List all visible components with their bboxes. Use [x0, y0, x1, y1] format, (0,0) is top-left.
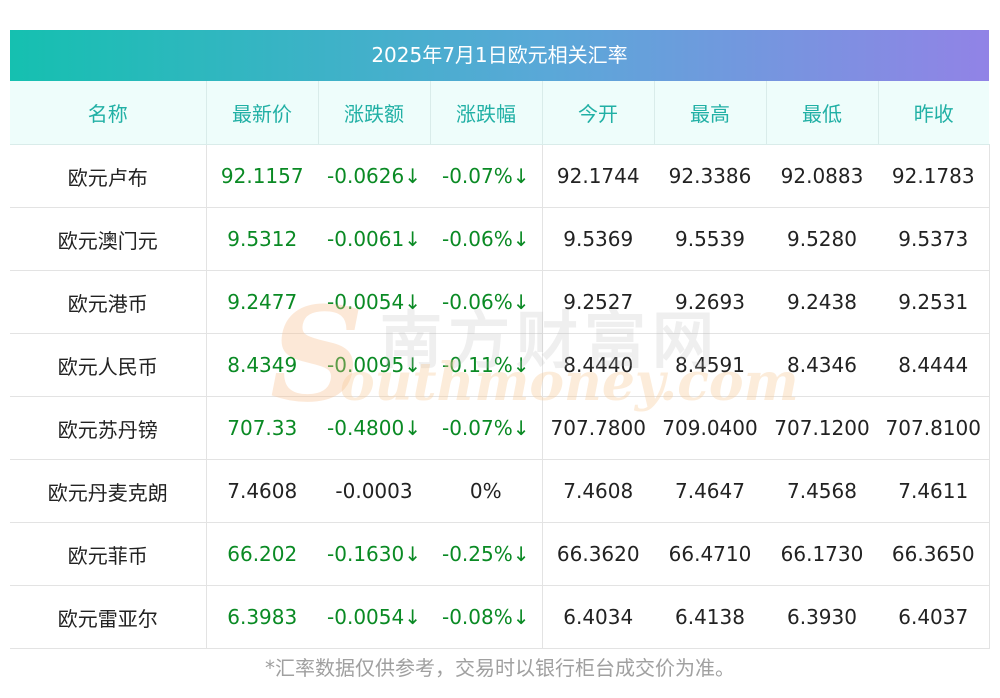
cell-name: 欧元雷亚尔 — [10, 585, 207, 649]
cell-open: 9.5369 — [542, 207, 654, 271]
cell-low: 9.2438 — [766, 270, 878, 334]
cell-prev: 7.4611 — [878, 459, 990, 523]
cell-open: 6.4034 — [542, 585, 654, 649]
cell-pct: 0% — [430, 459, 543, 523]
cell-change: -0.0626↓ — [318, 144, 430, 208]
cell-pct: -0.11%↓ — [430, 333, 543, 397]
cell-pct: -0.06%↓ — [430, 207, 543, 271]
cell-pct: -0.06%↓ — [430, 270, 543, 334]
cell-high: 7.4647 — [654, 459, 766, 523]
table-row: 欧元人民币 8.4349 -0.0095↓ -0.11%↓ 8.4440 8.4591 8.… — [10, 333, 990, 397]
cell-high: 92.3386 — [654, 144, 766, 208]
cell-prev: 8.4444 — [878, 333, 990, 397]
cell-name: 欧元澳门元 — [10, 207, 207, 271]
header-pct: 涨跌幅 — [430, 81, 543, 145]
cell-low: 6.3930 — [766, 585, 878, 649]
cell-change: -0.0095↓ — [318, 333, 430, 397]
header-low: 最低 — [766, 81, 879, 145]
cell-high: 9.2693 — [654, 270, 766, 334]
cell-latest: 92.1157 — [206, 144, 318, 208]
cell-change: -0.0061↓ — [318, 207, 430, 271]
cell-change: -0.0054↓ — [318, 585, 430, 649]
cell-change: -0.4800↓ — [318, 396, 430, 460]
cell-low: 8.4346 — [766, 333, 878, 397]
cell-open: 7.4608 — [542, 459, 654, 523]
cell-name: 欧元丹麦克朗 — [10, 459, 207, 523]
header-prev: 昨收 — [878, 81, 989, 145]
header-open: 今开 — [542, 81, 655, 145]
cell-prev: 9.2531 — [878, 270, 990, 334]
cell-high: 709.0400 — [654, 396, 766, 460]
cell-latest: 8.4349 — [206, 333, 318, 397]
cell-latest: 9.5312 — [206, 207, 318, 271]
table-row: 欧元雷亚尔 6.3983 -0.0054↓ -0.08%↓ 6.4034 6.4138 6.… — [10, 585, 990, 649]
cell-high: 8.4591 — [654, 333, 766, 397]
cell-pct: -0.07%↓ — [430, 396, 543, 460]
cell-name: 欧元苏丹镑 — [10, 396, 207, 460]
table-title: 2025年7月1日欧元相关汇率 — [10, 30, 989, 81]
header-name: 名称 — [10, 81, 207, 145]
cell-prev: 6.4037 — [878, 585, 990, 649]
table-row: 欧元丹麦克朗 7.4608 -0.0003 0% 7.4608 7.4647 7.4568 7… — [10, 459, 990, 523]
cell-low: 707.1200 — [766, 396, 878, 460]
cell-pct: -0.07%↓ — [430, 144, 543, 208]
cell-open: 92.1744 — [542, 144, 654, 208]
table-row: 欧元菲币 66.202 -0.1630↓ -0.25%↓ 66.3620 66.4710 6… — [10, 522, 990, 586]
cell-change: -0.0054↓ — [318, 270, 430, 334]
cell-low: 92.0883 — [766, 144, 878, 208]
header-change: 涨跌额 — [318, 81, 431, 145]
cell-name: 欧元卢布 — [10, 144, 207, 208]
cell-open: 707.7800 — [542, 396, 654, 460]
cell-prev: 9.5373 — [878, 207, 990, 271]
cell-name: 欧元港币 — [10, 270, 207, 334]
cell-open: 66.3620 — [542, 522, 654, 586]
cell-high: 66.4710 — [654, 522, 766, 586]
cell-open: 9.2527 — [542, 270, 654, 334]
cell-pct: -0.08%↓ — [430, 585, 543, 649]
cell-latest: 9.2477 — [206, 270, 318, 334]
table-row: 欧元苏丹镑 707.33 -0.4800↓ -0.07%↓ 707.7800 709.04… — [10, 396, 990, 460]
header-high: 最高 — [654, 81, 767, 145]
cell-change: -0.1630↓ — [318, 522, 430, 586]
cell-prev: 66.3650 — [878, 522, 990, 586]
table-row: 欧元港币 9.2477 -0.0054↓ -0.06%↓ 9.2527 9.2693 9.2… — [10, 270, 990, 334]
cell-name: 欧元菲币 — [10, 522, 207, 586]
cell-low: 66.1730 — [766, 522, 878, 586]
cell-open: 8.4440 — [542, 333, 654, 397]
cell-high: 9.5539 — [654, 207, 766, 271]
cell-low: 7.4568 — [766, 459, 878, 523]
cell-prev: 92.1783 — [878, 144, 990, 208]
cell-pct: -0.25%↓ — [430, 522, 543, 586]
cell-latest: 6.3983 — [206, 585, 318, 649]
rate-table: 名称 最新价 涨跌额 涨跌幅 今开 最高 最低 昨收 欧元卢布 92.1157 -0… — [10, 81, 990, 649]
header-row: 名称 最新价 涨跌额 涨跌幅 今开 最高 最低 昨收 — [10, 81, 989, 145]
table-row: 欧元卢布 92.1157 -0.0626↓ -0.07%↓ 92.1744 92.3386… — [10, 144, 990, 208]
rate-table-container: 2025年7月1日欧元相关汇率 名称 最新价 涨跌额 涨跌幅 今开 最高 最低 … — [10, 30, 990, 649]
cell-change: -0.0003 — [318, 459, 430, 523]
cell-prev: 707.8100 — [878, 396, 990, 460]
table-row: 欧元澳门元 9.5312 -0.0061↓ -0.06%↓ 9.5369 9.5539 9.… — [10, 207, 990, 271]
cell-latest: 66.202 — [206, 522, 318, 586]
cell-latest: 707.33 — [206, 396, 318, 460]
cell-latest: 7.4608 — [206, 459, 318, 523]
cell-low: 9.5280 — [766, 207, 878, 271]
header-latest: 最新价 — [206, 81, 319, 145]
footnote: *汇率数据仅供参考，交易时以银行柜台成交价为准。 — [265, 656, 735, 680]
cell-name: 欧元人民币 — [10, 333, 207, 397]
cell-high: 6.4138 — [654, 585, 766, 649]
